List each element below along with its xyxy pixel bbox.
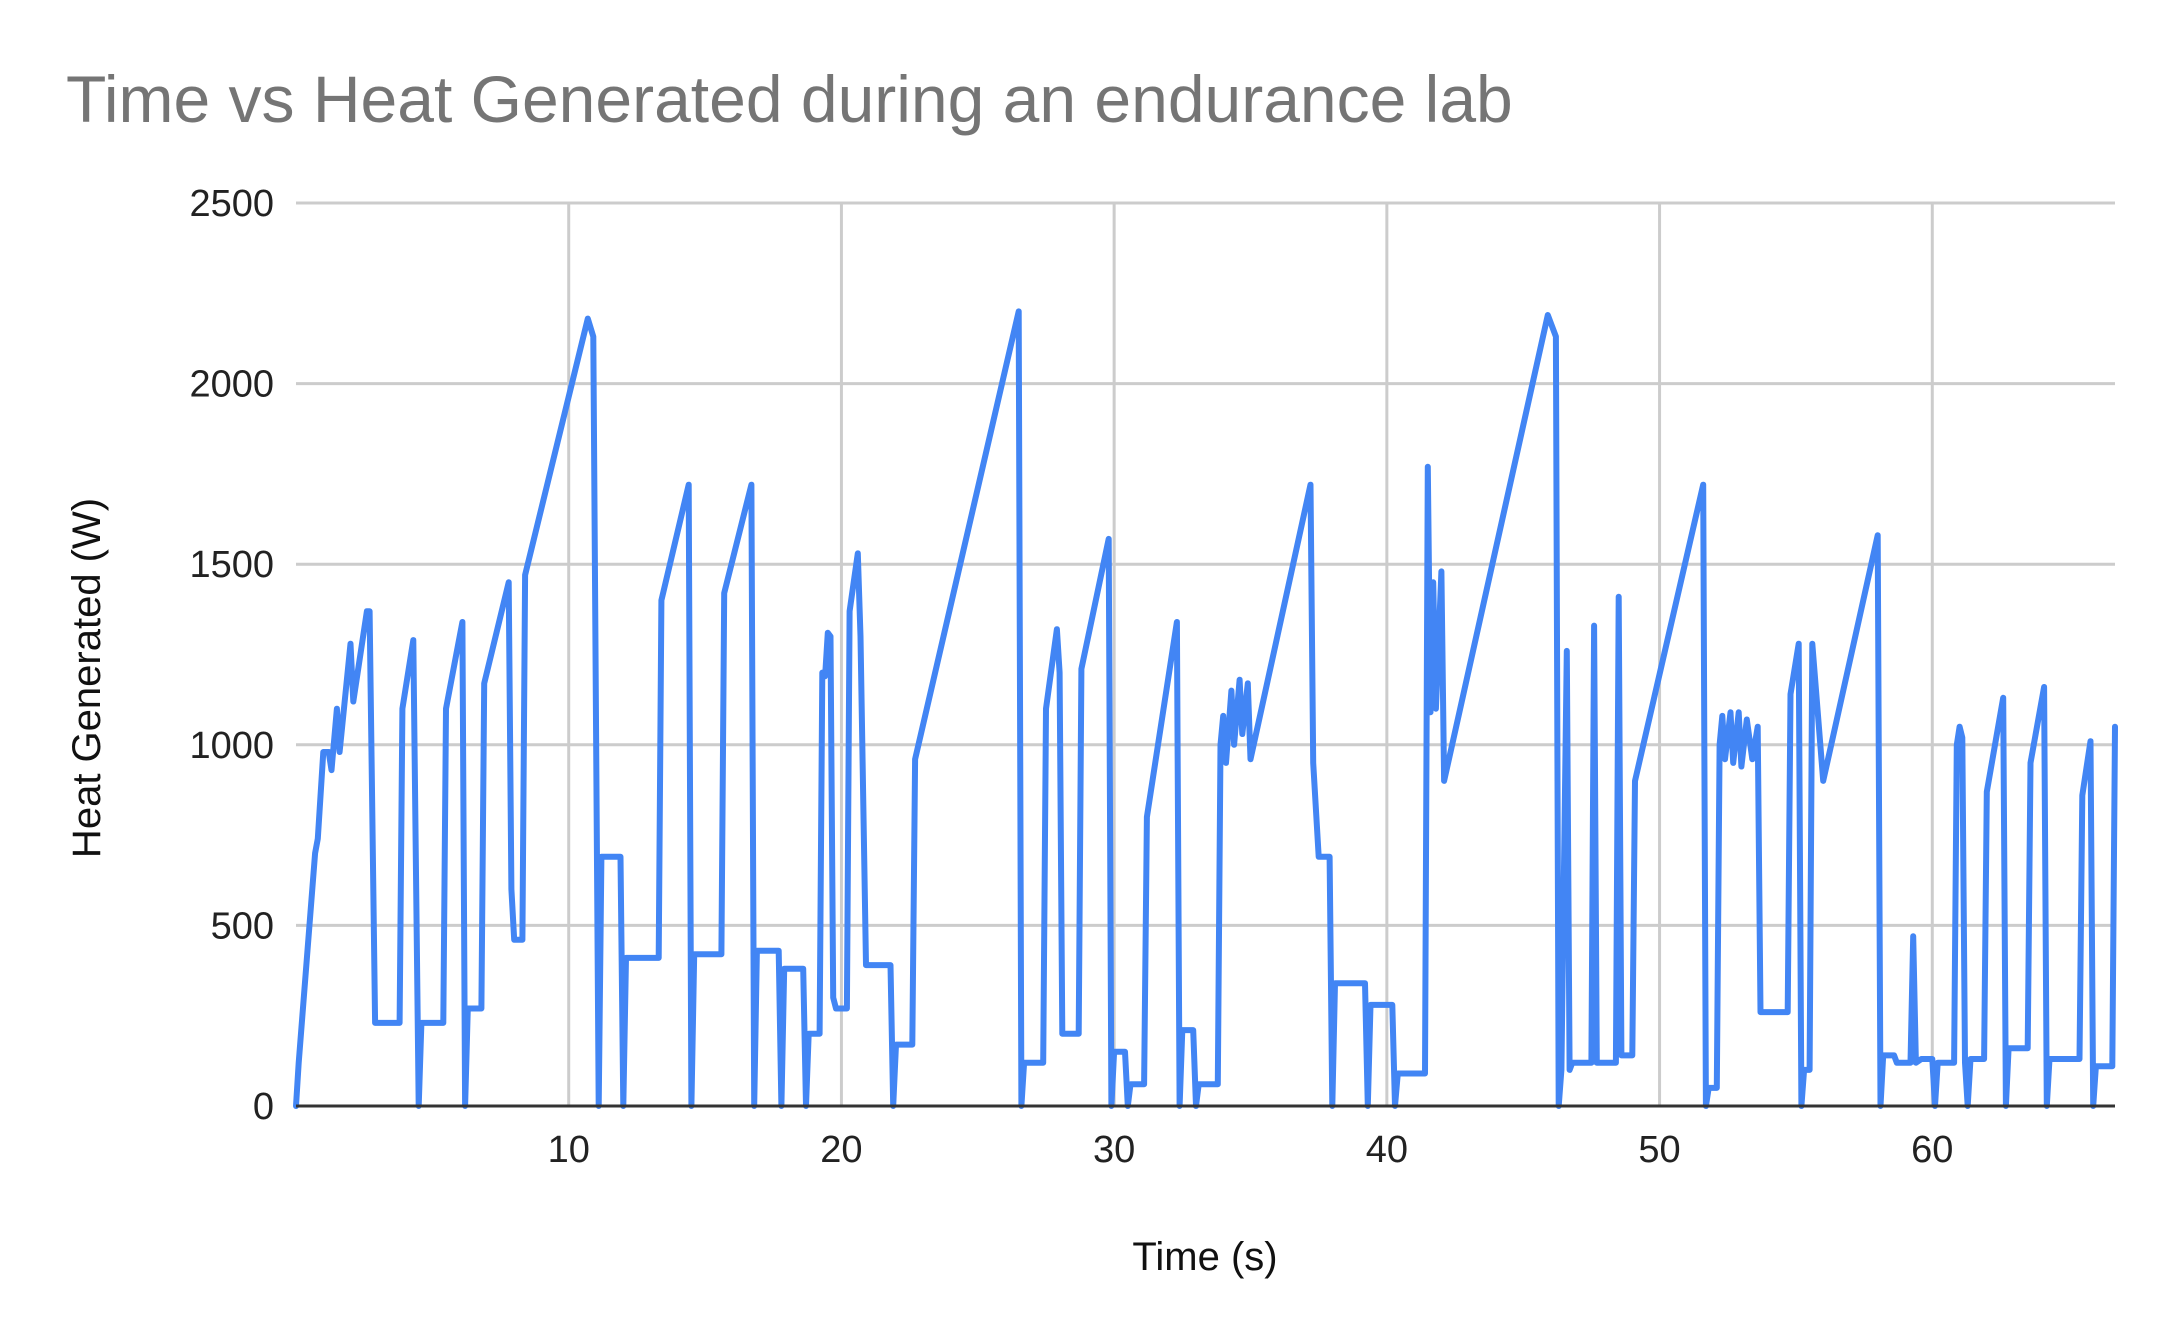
y-axis-title: Heat Generated (W) [65,498,109,858]
x-axis-title: Time (s) [1132,1235,1277,1279]
x-tick-label: 20 [820,1129,862,1171]
y-tick-label: 1500 [189,544,274,586]
x-tick-label: 50 [1638,1129,1680,1171]
series-layer [293,308,2118,1109]
chart-title: Time vs Heat Generated during an enduran… [66,62,1513,136]
y-tick-label: 1000 [189,725,274,767]
y-tick-label: 500 [211,905,274,947]
series-line [293,308,2118,1109]
x-tick-label: 10 [548,1129,590,1171]
y-tick-label: 0 [253,1086,274,1128]
y-tick-label: 2500 [189,183,274,225]
x-tick-label: 40 [1366,1129,1408,1171]
gridlines [296,201,2115,1106]
x-tick-label: 60 [1911,1129,1953,1171]
y-tick-label: 2000 [189,364,274,406]
tick-labels: 0 500 1000 1500 2000 2500 10 20 30 40 50 60 [189,183,1953,1171]
x-tick-label: 30 [1093,1129,1135,1171]
